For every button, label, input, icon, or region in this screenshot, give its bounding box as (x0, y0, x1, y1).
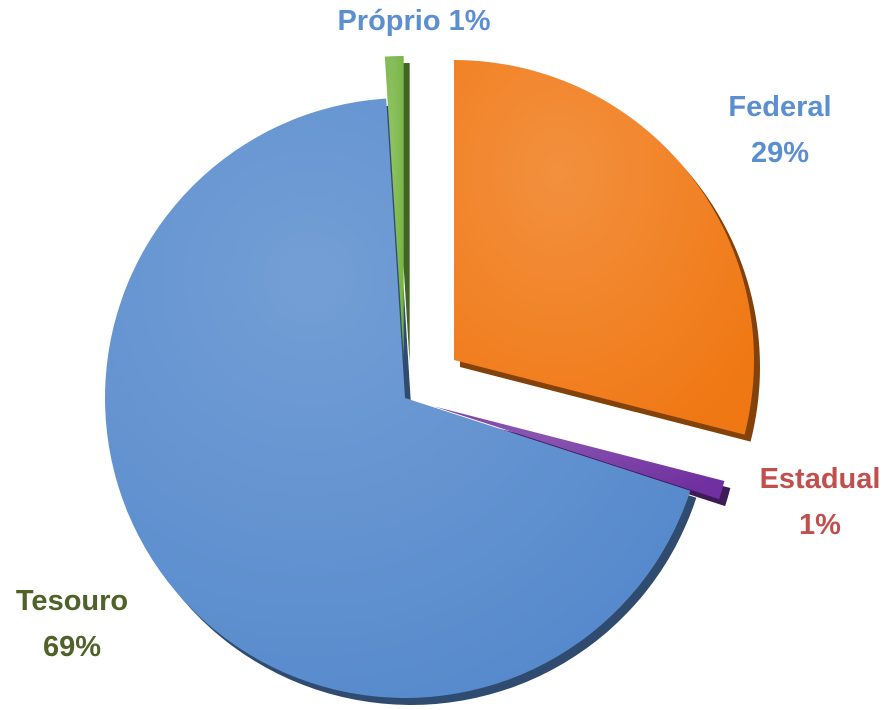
label-category: Estadual (760, 463, 881, 495)
slice-shine (453, 59, 754, 435)
label-value: 1% (799, 509, 841, 541)
slice-shine (384, 56, 404, 357)
data-label: Tesouro 69% (16, 585, 128, 663)
label-value: 29% (751, 137, 809, 169)
slice-shine (105, 98, 691, 699)
label-value: 1% (449, 5, 491, 37)
slice-shine (433, 406, 725, 500)
label-category: Próprio (337, 5, 440, 37)
data-label: Próprio 1% (337, 5, 490, 37)
data-label: Federal 29% (728, 91, 831, 169)
label-category: Tesouro (16, 585, 128, 617)
label-category: Federal (728, 91, 831, 123)
label-value: 69% (43, 631, 101, 663)
data-label: Estadual 1% (760, 463, 881, 541)
